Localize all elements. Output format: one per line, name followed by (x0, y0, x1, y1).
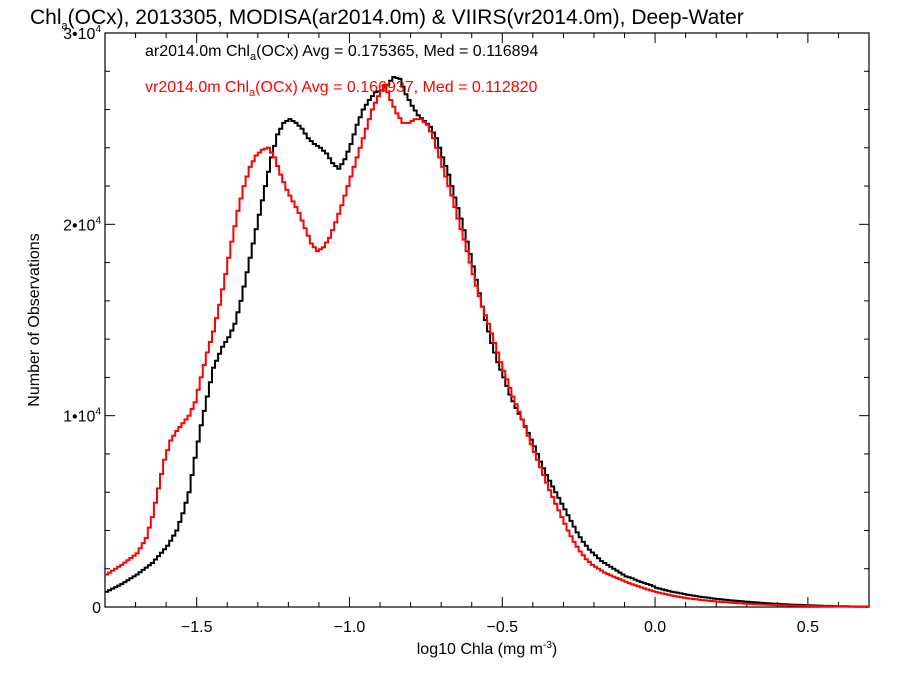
x-tick-label: −0.5 (486, 619, 518, 636)
x-tick-label: −1.0 (334, 619, 366, 636)
x-tick-label: −1.5 (181, 619, 213, 636)
chart-title: Chla(OCx), 2013305, MODISA(ar2014.0m) & … (30, 6, 744, 32)
legend-entry-1: ar2014.0m Chla(OCx) Avg = 0.175365, Med … (145, 43, 538, 63)
x-tick-label: 0.5 (797, 619, 819, 636)
x-tick-label: 0.0 (644, 619, 666, 636)
x-axis-label: log10 Chla (mg m-3) (417, 640, 558, 658)
y-tick-label: 2•104 (63, 215, 101, 234)
y-axis-label: Number of Observations (26, 233, 43, 406)
y-tick-label: 3•104 (63, 24, 101, 43)
series-line-1 (105, 76, 869, 608)
y-axis: 0 1•104 2•104 3•104 (63, 24, 869, 617)
y-tick-label: 0 (92, 600, 101, 617)
series-lines (105, 76, 870, 608)
series-line-2 (105, 83, 870, 608)
plot-frame (104, 32, 870, 608)
legend-entry-2: vr2014.0m Chla(OCx) Avg = 0.166937, Med … (145, 79, 538, 99)
y-tick-label: 1•104 (63, 407, 101, 426)
x-axis: −1.5 −1.0 −0.5 0.0 0.5 (104, 33, 870, 636)
